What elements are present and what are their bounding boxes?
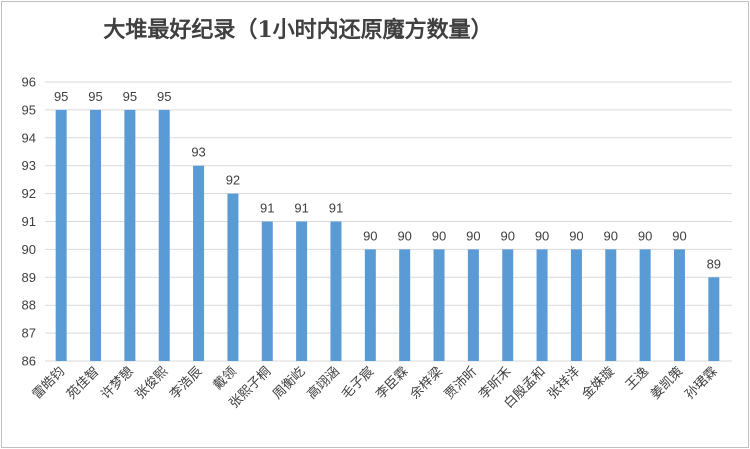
bar — [227, 193, 239, 361]
y-tick-label: 92 — [22, 186, 36, 201]
bar — [399, 249, 411, 361]
bar — [570, 249, 582, 361]
bar — [467, 249, 479, 361]
x-tick-label: 高翊涵 — [304, 364, 343, 403]
bar — [502, 249, 514, 361]
x-tick-label: 张俊熙 — [133, 364, 171, 402]
data-label: 91 — [260, 201, 274, 216]
data-label: 89 — [707, 256, 721, 271]
data-label: 90 — [397, 228, 411, 243]
gridlines — [45, 81, 732, 362]
x-tick-label: 孙珺霖 — [682, 364, 720, 402]
data-label: 90 — [466, 228, 480, 243]
x-tick-label: 许梦憩 — [98, 364, 137, 403]
data-label: 95 — [88, 89, 102, 104]
x-tick-label: 张祥洋 — [545, 364, 583, 402]
bar — [124, 109, 136, 362]
bars — [55, 109, 720, 362]
data-labels: 95 95 95 95 93 92 91 91 91 90 90 90 90 90 90 90 90 90 90 89 — [54, 89, 721, 271]
bar — [193, 165, 205, 361]
bar — [639, 249, 651, 361]
data-label: 90 — [638, 228, 652, 243]
bar — [433, 249, 445, 361]
y-tick-label: 91 — [22, 214, 36, 229]
x-tick-label: 李臣霖 — [373, 364, 411, 402]
data-label: 95 — [54, 89, 68, 104]
data-label: 90 — [363, 228, 377, 243]
x-tick-label: 戴领 — [211, 364, 240, 393]
bar — [673, 249, 685, 361]
y-tick-label: 95 — [22, 102, 36, 117]
x-tick-label: 王逸 — [623, 364, 652, 393]
data-label: 90 — [604, 228, 618, 243]
data-label: 90 — [432, 228, 446, 243]
y-tick-label: 88 — [22, 298, 36, 313]
data-label: 91 — [329, 201, 343, 216]
y-tick-label: 86 — [22, 354, 36, 369]
data-label: 92 — [226, 173, 240, 188]
x-tick-label: 苑佳智 — [64, 364, 102, 402]
y-tick-label: 94 — [22, 130, 36, 145]
bar — [261, 221, 273, 361]
y-tick-label: 93 — [22, 158, 36, 173]
y-tick-label: 96 — [22, 75, 36, 90]
data-label: 90 — [500, 228, 514, 243]
chart-title: 大堆最好纪录（1小时内还原魔方数量） — [103, 17, 492, 43]
x-tick-label: 毛子宸 — [338, 364, 377, 403]
bar — [708, 277, 720, 361]
data-label: 90 — [672, 228, 686, 243]
bar — [536, 249, 548, 361]
x-tick-label: 周衡屹 — [270, 364, 308, 402]
bar — [605, 249, 617, 361]
data-label: 93 — [191, 145, 205, 160]
data-label: 95 — [123, 89, 137, 104]
data-label: 90 — [535, 228, 549, 243]
x-tick-label: 李浩辰 — [167, 364, 205, 402]
y-tick-label: 87 — [22, 326, 36, 341]
data-label: 90 — [569, 228, 583, 243]
x-tick-label: 金姝璇 — [579, 364, 618, 403]
data-label: 91 — [294, 201, 308, 216]
bar — [330, 221, 342, 361]
bar — [364, 249, 376, 361]
data-label: 95 — [157, 89, 171, 104]
y-tick-label: 90 — [22, 242, 36, 257]
bar — [158, 109, 170, 362]
y-axis: 86 87 88 89 90 91 92 93 94 95 96 — [22, 75, 36, 369]
x-tick-label: 贾沛昕 — [442, 364, 480, 402]
bar — [90, 109, 102, 362]
bar — [296, 221, 308, 361]
x-tick-label: 雷皓钧 — [30, 364, 68, 402]
x-tick-label: 姜凯策 — [647, 364, 686, 403]
bar — [55, 109, 67, 362]
x-tick-label: 余梓梁 — [407, 364, 446, 403]
y-tick-label: 89 — [22, 270, 36, 285]
